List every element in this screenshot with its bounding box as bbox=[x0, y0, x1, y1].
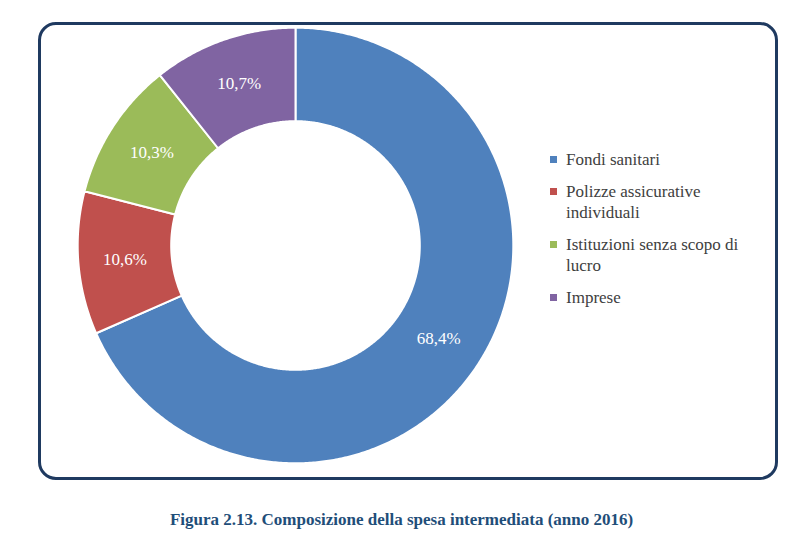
html-text:Imprese: Imprese bbox=[566, 288, 621, 307]
html-text:Fondi sanitari: Fondi sanitari bbox=[566, 150, 660, 169]
html-text:Polizze assicurative individua: Polizze assicurative individuali bbox=[566, 182, 701, 222]
svg-text:10,7%: 10,7% bbox=[217, 74, 261, 93]
html-text:Istituzioni senza scopo di luc: Istituzioni senza scopo di lucro bbox=[566, 235, 739, 275]
svg-text:10,3%: 10,3% bbox=[130, 143, 174, 162]
svg-text:10,6%: 10,6% bbox=[103, 250, 147, 269]
svg-text:68,4%: 68,4% bbox=[417, 329, 461, 348]
html-text:Figura 2.13. Composizione dell: Figura 2.13. Composizione della spesa in… bbox=[169, 510, 634, 529]
